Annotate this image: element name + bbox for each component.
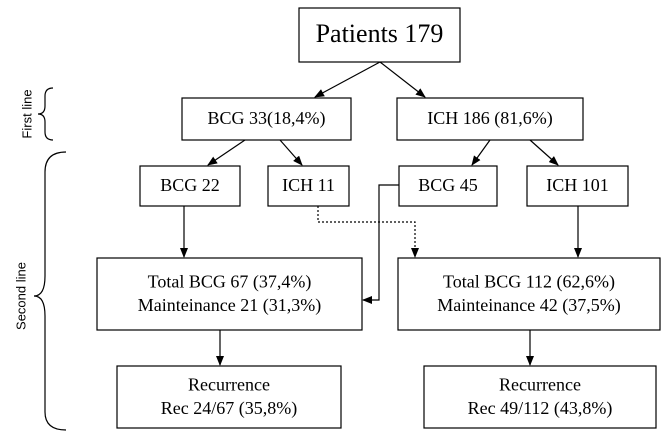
node-label: ICH 186 (81,6%) (427, 108, 552, 129)
side-label: Second line (13, 262, 28, 330)
node-label: Recurrence (499, 374, 581, 394)
node-box (139, 165, 241, 207)
node-label: BCG 33(18,4%) (208, 108, 326, 129)
node-label: Rec 24/67 (35,8%) (161, 398, 297, 419)
node-label: Total BCG 112 (62,6%) (443, 271, 615, 292)
node-box (396, 97, 584, 141)
node-label: Mainteinance 42 (37,5%) (437, 295, 620, 316)
node-box (267, 165, 350, 207)
connectors (33, 61, 582, 431)
node-label: Recurrence (188, 374, 270, 394)
node-label: ICH 11 (282, 175, 335, 195)
node-box (116, 365, 342, 429)
node-box (96, 257, 363, 331)
node-label: BCG 45 (418, 175, 478, 195)
node-label: Total BCG 67 (37,4%) (148, 271, 312, 292)
node-box (397, 257, 661, 331)
node-label: Patients 179 (316, 19, 444, 48)
side-label: First line (19, 89, 34, 138)
node-box (526, 165, 629, 207)
node-box (181, 97, 352, 141)
node-label: Mainteinance 21 (31,3%) (138, 295, 321, 316)
node-label: BCG 22 (160, 175, 220, 195)
node-box (298, 7, 461, 63)
node-label: Rec 49/112 (43,8%) (468, 398, 613, 419)
node-box (398, 165, 498, 207)
node-label: ICH 101 (546, 175, 609, 195)
node-box (423, 365, 657, 429)
